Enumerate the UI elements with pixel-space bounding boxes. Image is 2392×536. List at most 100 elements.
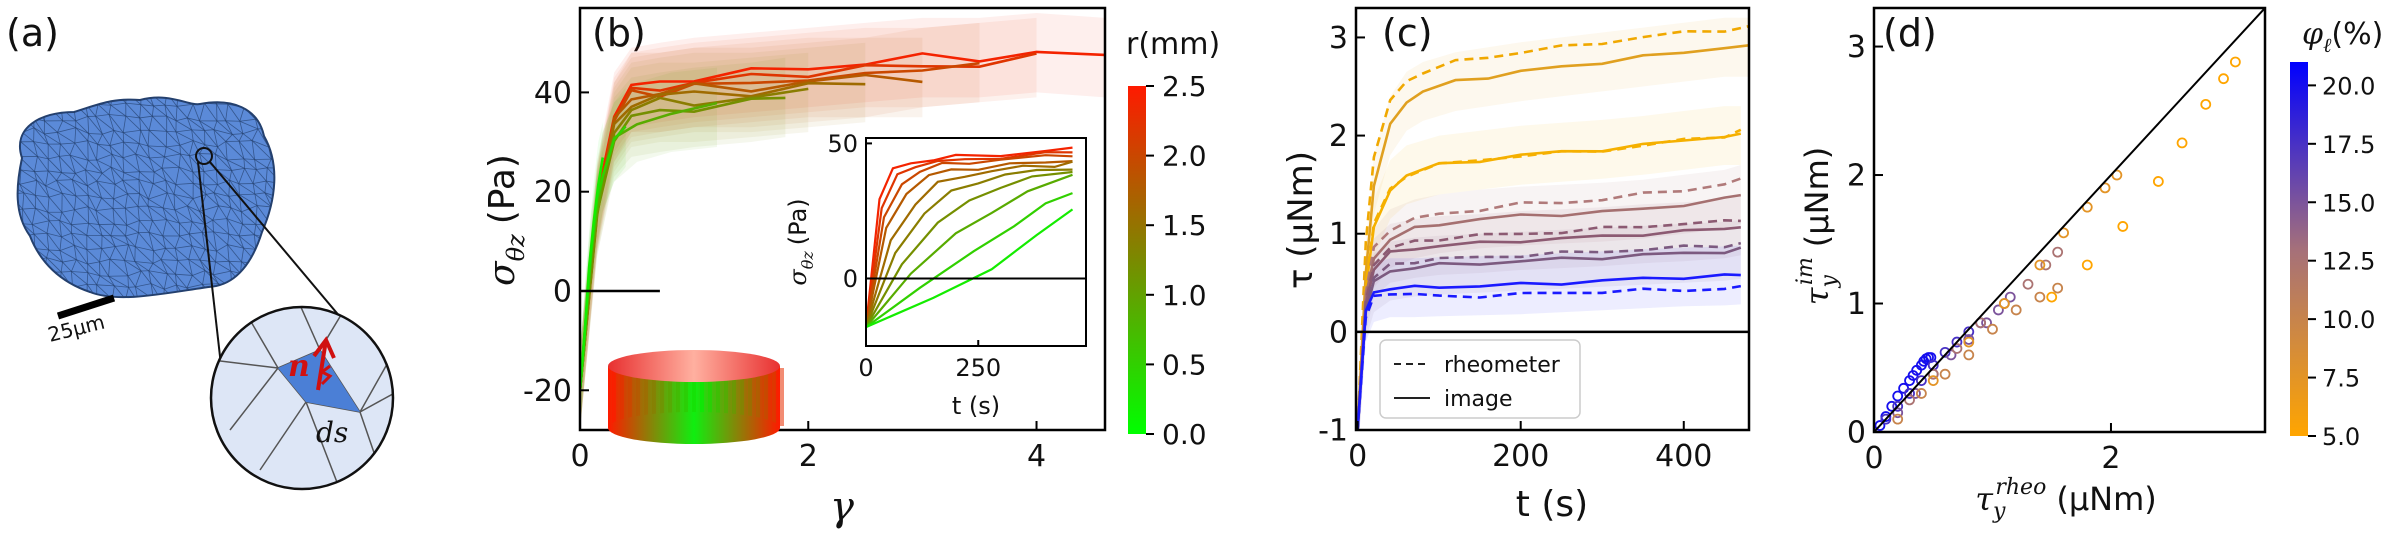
mesh-edge <box>256 274 267 289</box>
mesh-edge <box>191 129 206 145</box>
mesh-edge <box>160 259 176 275</box>
mesh-edge <box>87 185 102 199</box>
mesh-edge <box>56 179 73 181</box>
mesh-edge <box>266 283 275 289</box>
mesh-edge <box>240 211 243 225</box>
mesh-edge <box>252 183 256 195</box>
mesh-edge <box>268 147 272 160</box>
mesh-edge <box>109 141 124 146</box>
mesh-edge <box>241 211 257 225</box>
mesh-edge <box>110 166 116 185</box>
inset-series-line <box>866 208 1074 329</box>
mesh-edge <box>238 183 256 195</box>
mesh-edge <box>60 143 71 156</box>
disk-stripe <box>692 368 696 426</box>
c-series-line <box>1356 273 1741 430</box>
mesh-edge <box>269 299 277 301</box>
mesh-edge <box>199 211 214 221</box>
mesh-edge <box>264 104 267 117</box>
d-colorbar-tick-label: 20.0 <box>2322 72 2375 100</box>
mesh-edge <box>268 141 275 148</box>
mesh-edge <box>252 180 267 184</box>
mesh-edge <box>17 132 22 143</box>
d-y-tick-label: 1 <box>1847 287 1866 322</box>
mesh-edge <box>86 272 89 285</box>
mesh-edge <box>270 90 278 94</box>
mesh-edge <box>61 192 75 210</box>
mesh-edge <box>188 301 206 303</box>
mesh-edge <box>199 259 216 263</box>
mesh-edge <box>175 182 194 185</box>
mesh-edge <box>20 102 35 119</box>
mesh-edge <box>22 192 25 210</box>
mesh-edge <box>46 220 50 234</box>
mesh-edge <box>135 286 154 298</box>
mesh-edge <box>258 92 270 94</box>
mesh-edge <box>228 261 241 274</box>
d-point <box>1892 400 1904 412</box>
mesh-edge <box>202 270 206 285</box>
mesh-edge <box>199 259 206 271</box>
mesh-edge <box>257 128 270 148</box>
b-series-line <box>580 157 605 391</box>
mesh-edge <box>179 144 190 156</box>
d-ticks: 0 2 0 1 2 3 <box>1847 30 2121 476</box>
mesh-edge <box>164 97 168 106</box>
mesh-edge <box>126 220 140 226</box>
mesh-edge <box>113 89 126 92</box>
mesh-edge <box>175 167 180 185</box>
mesh-edge <box>20 236 22 246</box>
mesh-edge <box>204 130 218 148</box>
mesh-edge <box>134 261 149 272</box>
mesh-edge <box>137 206 140 221</box>
mesh-edge <box>225 120 244 134</box>
d-point <box>1951 336 1963 348</box>
inset-y-tick-label: 0 <box>843 265 858 293</box>
mesh-edge <box>138 143 150 159</box>
mesh-edge <box>153 299 163 303</box>
mesh-edge <box>108 114 115 131</box>
mesh-edge <box>254 159 268 169</box>
mesh-edge <box>123 132 140 144</box>
inset-xlabel: t (s) <box>952 392 1000 420</box>
b-colorbar <box>1128 86 1146 434</box>
disk-stripe <box>756 368 760 426</box>
d-x-tick-label: 0 <box>1864 441 1883 476</box>
mesh-edge <box>75 195 89 197</box>
mesh-edge <box>23 192 36 196</box>
mesh-edge <box>135 286 139 298</box>
mesh-edge <box>239 193 255 196</box>
mesh-edge <box>253 224 257 235</box>
disk-stripe <box>724 368 728 426</box>
mesh-edge <box>139 220 150 233</box>
mesh-edge <box>141 92 148 94</box>
mesh-edge <box>34 170 49 172</box>
c-x-tick-label: 200 <box>1492 439 1549 474</box>
mesh-edge <box>134 261 154 264</box>
mesh-edge <box>20 101 37 104</box>
mesh-edge <box>186 117 193 130</box>
mesh-edge <box>45 97 62 109</box>
mesh-edge <box>180 153 190 157</box>
mesh-edge <box>17 97 21 104</box>
mesh-edge <box>30 261 36 277</box>
mesh-edge <box>75 127 89 134</box>
mesh-edge <box>59 212 63 221</box>
mesh-edge <box>36 101 47 105</box>
mesh-edge <box>17 272 20 290</box>
mesh-edge <box>34 180 38 196</box>
mesh-edge <box>231 288 243 298</box>
mesh-edge <box>122 180 140 194</box>
mesh-edge <box>124 260 129 276</box>
mesh-edge <box>73 245 77 260</box>
mesh-edge <box>179 140 194 146</box>
mesh-edge <box>252 103 266 108</box>
d-point <box>2010 304 2022 316</box>
mesh-edge <box>96 275 101 285</box>
mesh-edge <box>140 97 154 107</box>
mesh-edge <box>175 245 192 249</box>
mesh-edge <box>86 248 102 251</box>
mesh-edge <box>175 273 188 289</box>
mesh-edge <box>148 116 153 131</box>
